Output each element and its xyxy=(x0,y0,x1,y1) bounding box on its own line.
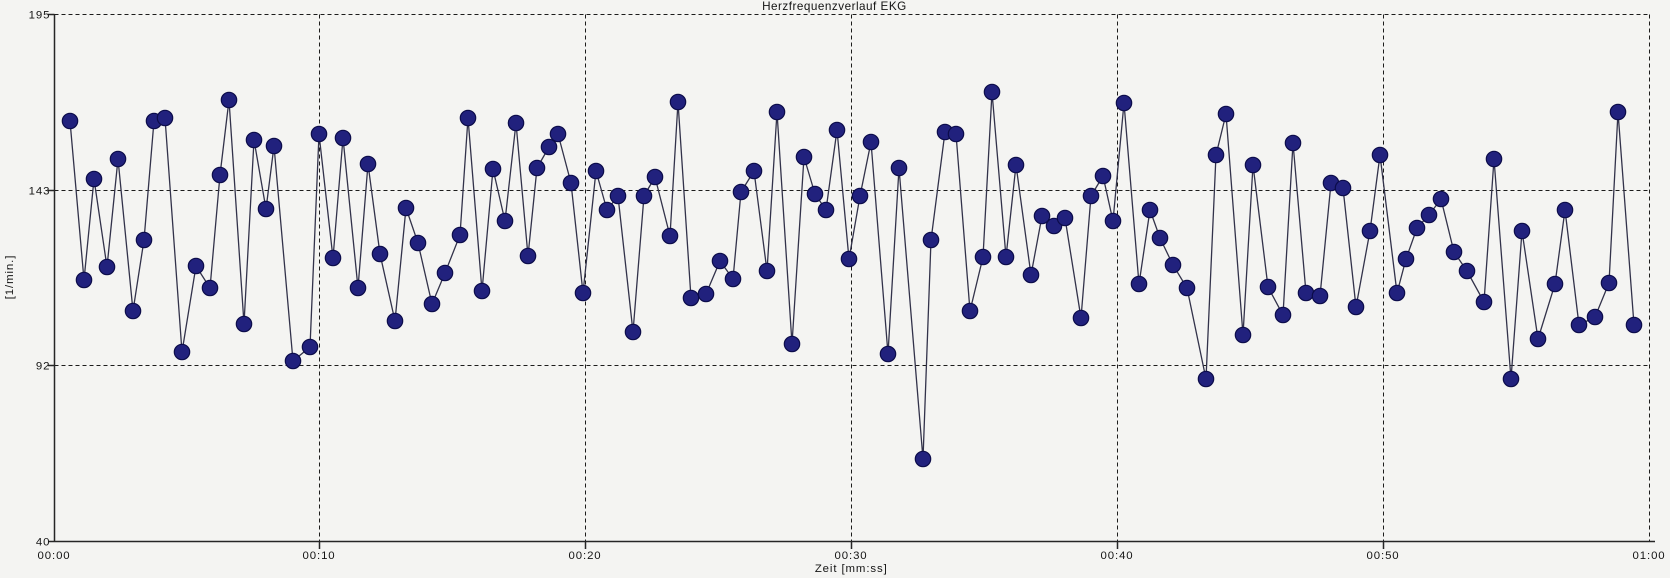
svg-text:Zeit [mm:ss]: Zeit [mm:ss] xyxy=(815,563,888,575)
svg-text:40: 40 xyxy=(36,536,50,548)
svg-text:195: 195 xyxy=(29,10,51,22)
svg-text:00:50: 00:50 xyxy=(1367,550,1400,562)
svg-text:01:00: 01:00 xyxy=(1633,550,1666,562)
svg-text:00:20: 00:20 xyxy=(569,550,602,562)
svg-text:Herzfrequenzverlauf EKG: Herzfrequenzverlauf EKG xyxy=(762,0,907,13)
svg-text:[1/min.]: [1/min.] xyxy=(4,255,16,300)
svg-text:00:40: 00:40 xyxy=(1101,550,1134,562)
svg-text:00:00: 00:00 xyxy=(38,550,71,562)
svg-text:00:10: 00:10 xyxy=(303,550,336,562)
svg-text:143: 143 xyxy=(29,186,51,198)
svg-text:00:30: 00:30 xyxy=(835,550,868,562)
svg-text:92: 92 xyxy=(36,361,50,373)
